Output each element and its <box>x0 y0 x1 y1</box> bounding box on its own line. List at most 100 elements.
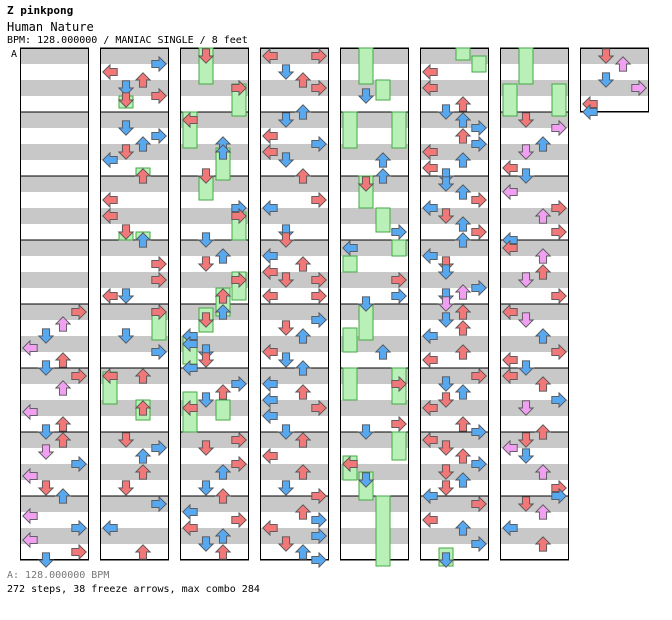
step-arrow <box>71 303 87 321</box>
step-arrow <box>102 151 118 169</box>
step-arrow <box>277 272 295 288</box>
step-arrow <box>134 464 152 480</box>
step-arrow <box>437 376 455 392</box>
step-arrow <box>22 507 38 525</box>
beat-row <box>180 64 249 80</box>
step-arrow <box>437 480 455 496</box>
step-arrow <box>422 511 438 529</box>
step-arrow <box>262 391 278 409</box>
step-arrow <box>454 112 472 128</box>
step-arrow <box>151 255 167 273</box>
step-arrow <box>534 248 552 264</box>
step-arrow <box>134 368 152 384</box>
step-arrow <box>134 400 152 416</box>
beat-row <box>340 208 409 224</box>
step-arrow <box>391 375 407 393</box>
beat-row <box>20 192 89 208</box>
beat-row <box>500 464 569 480</box>
step-arrow <box>262 519 278 537</box>
freeze-arrow <box>391 431 407 461</box>
beat-row <box>20 96 89 112</box>
column-border <box>100 48 169 560</box>
step-arrow <box>262 375 278 393</box>
beat-row <box>580 64 649 80</box>
step-arrow <box>422 487 438 505</box>
beat-row <box>180 48 249 64</box>
step-arrow <box>357 424 375 440</box>
step-arrow <box>311 191 327 209</box>
step-arrow <box>357 296 375 312</box>
step-arrow <box>502 439 518 457</box>
step-arrow <box>502 159 518 177</box>
beat-row <box>500 144 569 160</box>
beat-row <box>100 240 169 256</box>
step-arrow <box>102 63 118 81</box>
step-arrow <box>311 527 327 545</box>
beat-row <box>180 176 249 192</box>
step-arrow <box>182 519 198 537</box>
step-arrow <box>471 191 487 209</box>
step-arrow <box>437 312 455 328</box>
step-arrow <box>197 536 215 552</box>
beat-row <box>100 176 169 192</box>
step-arrow <box>422 143 438 161</box>
beat-row <box>20 64 89 80</box>
step-arrow <box>454 520 472 536</box>
beat-row <box>340 64 409 80</box>
beat-row <box>100 480 169 496</box>
step-arrow <box>231 271 247 289</box>
step-arrow <box>214 384 232 400</box>
step-arrow <box>151 343 167 361</box>
step-arrow <box>134 72 152 88</box>
step-arrow <box>517 400 535 416</box>
step-arrow <box>22 467 38 485</box>
step-arrow <box>277 480 295 496</box>
step-arrow <box>182 399 198 417</box>
step-arrow <box>197 168 215 184</box>
step-arrow <box>437 264 455 280</box>
step-arrow <box>214 528 232 544</box>
beat-row <box>180 304 249 320</box>
step-arrow <box>37 424 55 440</box>
step-arrow <box>471 279 487 297</box>
step-arrow <box>182 335 198 353</box>
beat-row <box>340 544 409 560</box>
step-arrow <box>277 424 295 440</box>
step-arrow <box>151 127 167 145</box>
beat-row <box>580 48 649 64</box>
step-arrow <box>197 256 215 272</box>
step-arrow <box>214 304 232 320</box>
step-arrow <box>151 55 167 73</box>
step-arrow <box>502 351 518 369</box>
step-arrow <box>102 287 118 305</box>
step-arrow <box>517 448 535 464</box>
step-arrow <box>437 440 455 456</box>
column-border <box>20 48 89 560</box>
step-arrow <box>357 472 375 488</box>
step-arrow <box>214 544 232 560</box>
step-arrow <box>502 183 518 201</box>
step-arrow <box>422 199 438 217</box>
step-arrow <box>214 288 232 304</box>
beat-row <box>420 176 489 192</box>
step-arrow <box>151 439 167 457</box>
step-arrow <box>551 343 567 361</box>
step-arrow <box>134 448 152 464</box>
step-arrow <box>37 444 55 460</box>
step-arrow <box>311 79 327 97</box>
step-arrow <box>437 464 455 480</box>
column-border <box>420 48 489 560</box>
step-arrow <box>582 103 598 121</box>
step-arrow <box>517 496 535 512</box>
freeze-arrow <box>551 83 567 117</box>
step-arrow <box>437 208 455 224</box>
beat-row <box>340 160 409 176</box>
step-arrow <box>471 495 487 513</box>
chart-info: BPM: 128.000000 / MANIAC SINGLE / 8 feet <box>7 35 248 46</box>
beat-row <box>340 352 409 368</box>
beat-row <box>180 256 249 272</box>
step-arrow <box>422 327 438 345</box>
step-arrow <box>454 448 472 464</box>
step-arrow <box>262 343 278 361</box>
beat-row <box>180 480 249 496</box>
